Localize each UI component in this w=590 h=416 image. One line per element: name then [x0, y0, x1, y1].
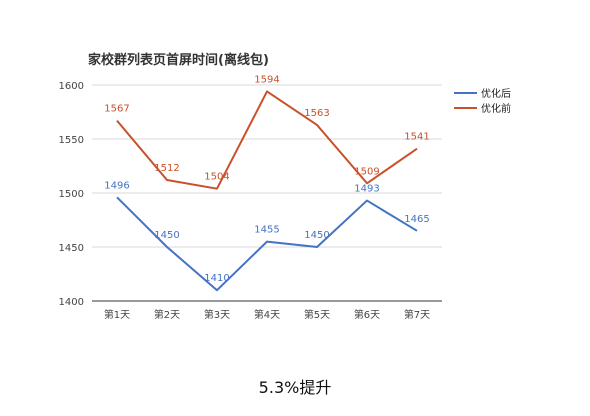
x-tick-label: 第7天 — [404, 308, 430, 321]
legend-label: 优化后 — [481, 87, 511, 100]
y-tick-label: 1450 — [59, 243, 84, 254]
x-axis: 第1天 第2天 第3天 第4天 第5天 第6天 第7天 — [104, 308, 430, 321]
data-label: 1512 — [154, 163, 179, 174]
x-tick-label: 第1天 — [104, 308, 130, 321]
series-line-1 — [116, 196, 418, 292]
data-label: 1465 — [404, 214, 429, 225]
y-tick-label: 1400 — [59, 297, 84, 308]
x-tick-label: 第4天 — [254, 308, 280, 321]
data-label: 1450 — [154, 230, 179, 241]
data-label: 1567 — [104, 104, 129, 115]
x-tick-label: 第2天 — [154, 308, 180, 321]
series-group: 1496 1450 1410 1455 1450 1493 1465 1567 1512 1504… — [104, 74, 430, 292]
series-line-2 — [116, 90, 418, 190]
data-label: 1594 — [254, 74, 279, 85]
y-tick-label: 1550 — [59, 135, 84, 146]
legend-label: 优化前 — [481, 102, 511, 115]
data-label: 1455 — [254, 225, 279, 236]
y-tick-label: 1600 — [59, 81, 84, 92]
gridlines — [92, 84, 442, 302]
data-label: 1496 — [104, 180, 129, 191]
x-tick-label: 第5天 — [304, 308, 330, 321]
y-axis: 1400 1450 1500 1550 1600 — [59, 81, 84, 308]
data-label: 1450 — [304, 230, 329, 241]
data-label: 1504 — [204, 172, 229, 183]
y-tick-label: 1500 — [59, 189, 84, 200]
data-label: 1410 — [204, 273, 229, 284]
x-tick-label: 第3天 — [204, 308, 230, 321]
x-tick-label: 第6天 — [354, 308, 380, 321]
data-label: 1509 — [354, 166, 379, 177]
data-label: 1563 — [304, 108, 329, 119]
line-chart: 家校群列表页首屏时间(离线包) 1400 1450 1500 1550 1600 第1天… — [59, 52, 511, 321]
chart-title: 家校群列表页首屏时间(离线包) — [88, 52, 269, 68]
data-label: 1541 — [404, 132, 429, 143]
improvement-caption: 5.3%提升 — [258, 378, 332, 397]
data-label: 1493 — [354, 184, 379, 195]
